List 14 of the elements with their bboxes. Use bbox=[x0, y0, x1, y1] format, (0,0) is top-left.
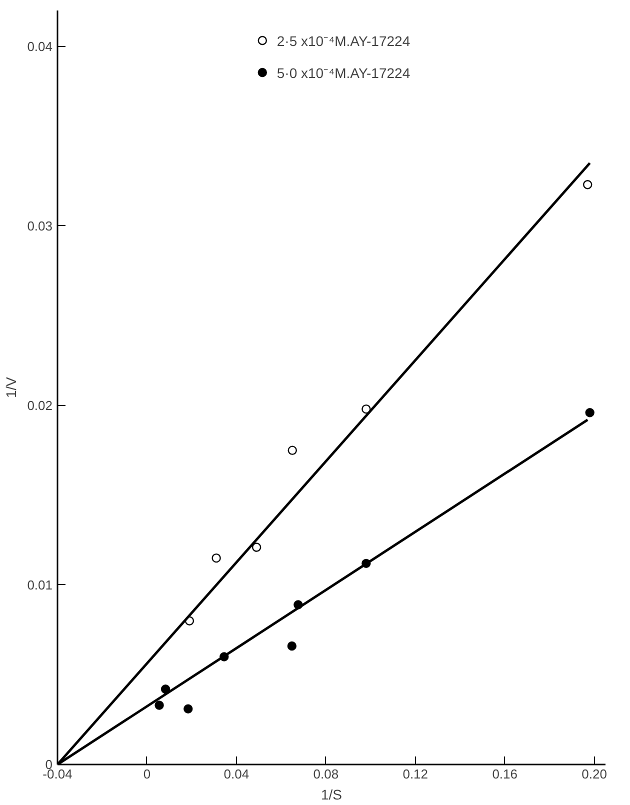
y-tick-label: 0.02 bbox=[27, 398, 53, 413]
y-tick-label: 0.04 bbox=[27, 38, 53, 54]
x-tick-label: 0.12 bbox=[402, 766, 428, 782]
x-tick-label: 0.16 bbox=[492, 766, 518, 782]
legend-label: 2·5 x10⁻⁴M.AY-17224 bbox=[276, 32, 410, 50]
legend-label: 5·0 x10⁻⁴M.AY-17224 bbox=[276, 64, 410, 82]
y-axis-title: 1/V bbox=[3, 376, 20, 398]
y-tick-label: 0.03 bbox=[27, 218, 53, 234]
x-axis-title: 1/S bbox=[320, 786, 342, 802]
x-tick-label: 0.04 bbox=[224, 766, 250, 782]
x-tick-label: 0 bbox=[143, 766, 151, 782]
x-tick-label: 0.08 bbox=[313, 766, 339, 782]
y-tick-label: 0.01 bbox=[27, 577, 53, 592]
x-tick-label: 0.20 bbox=[582, 766, 607, 782]
